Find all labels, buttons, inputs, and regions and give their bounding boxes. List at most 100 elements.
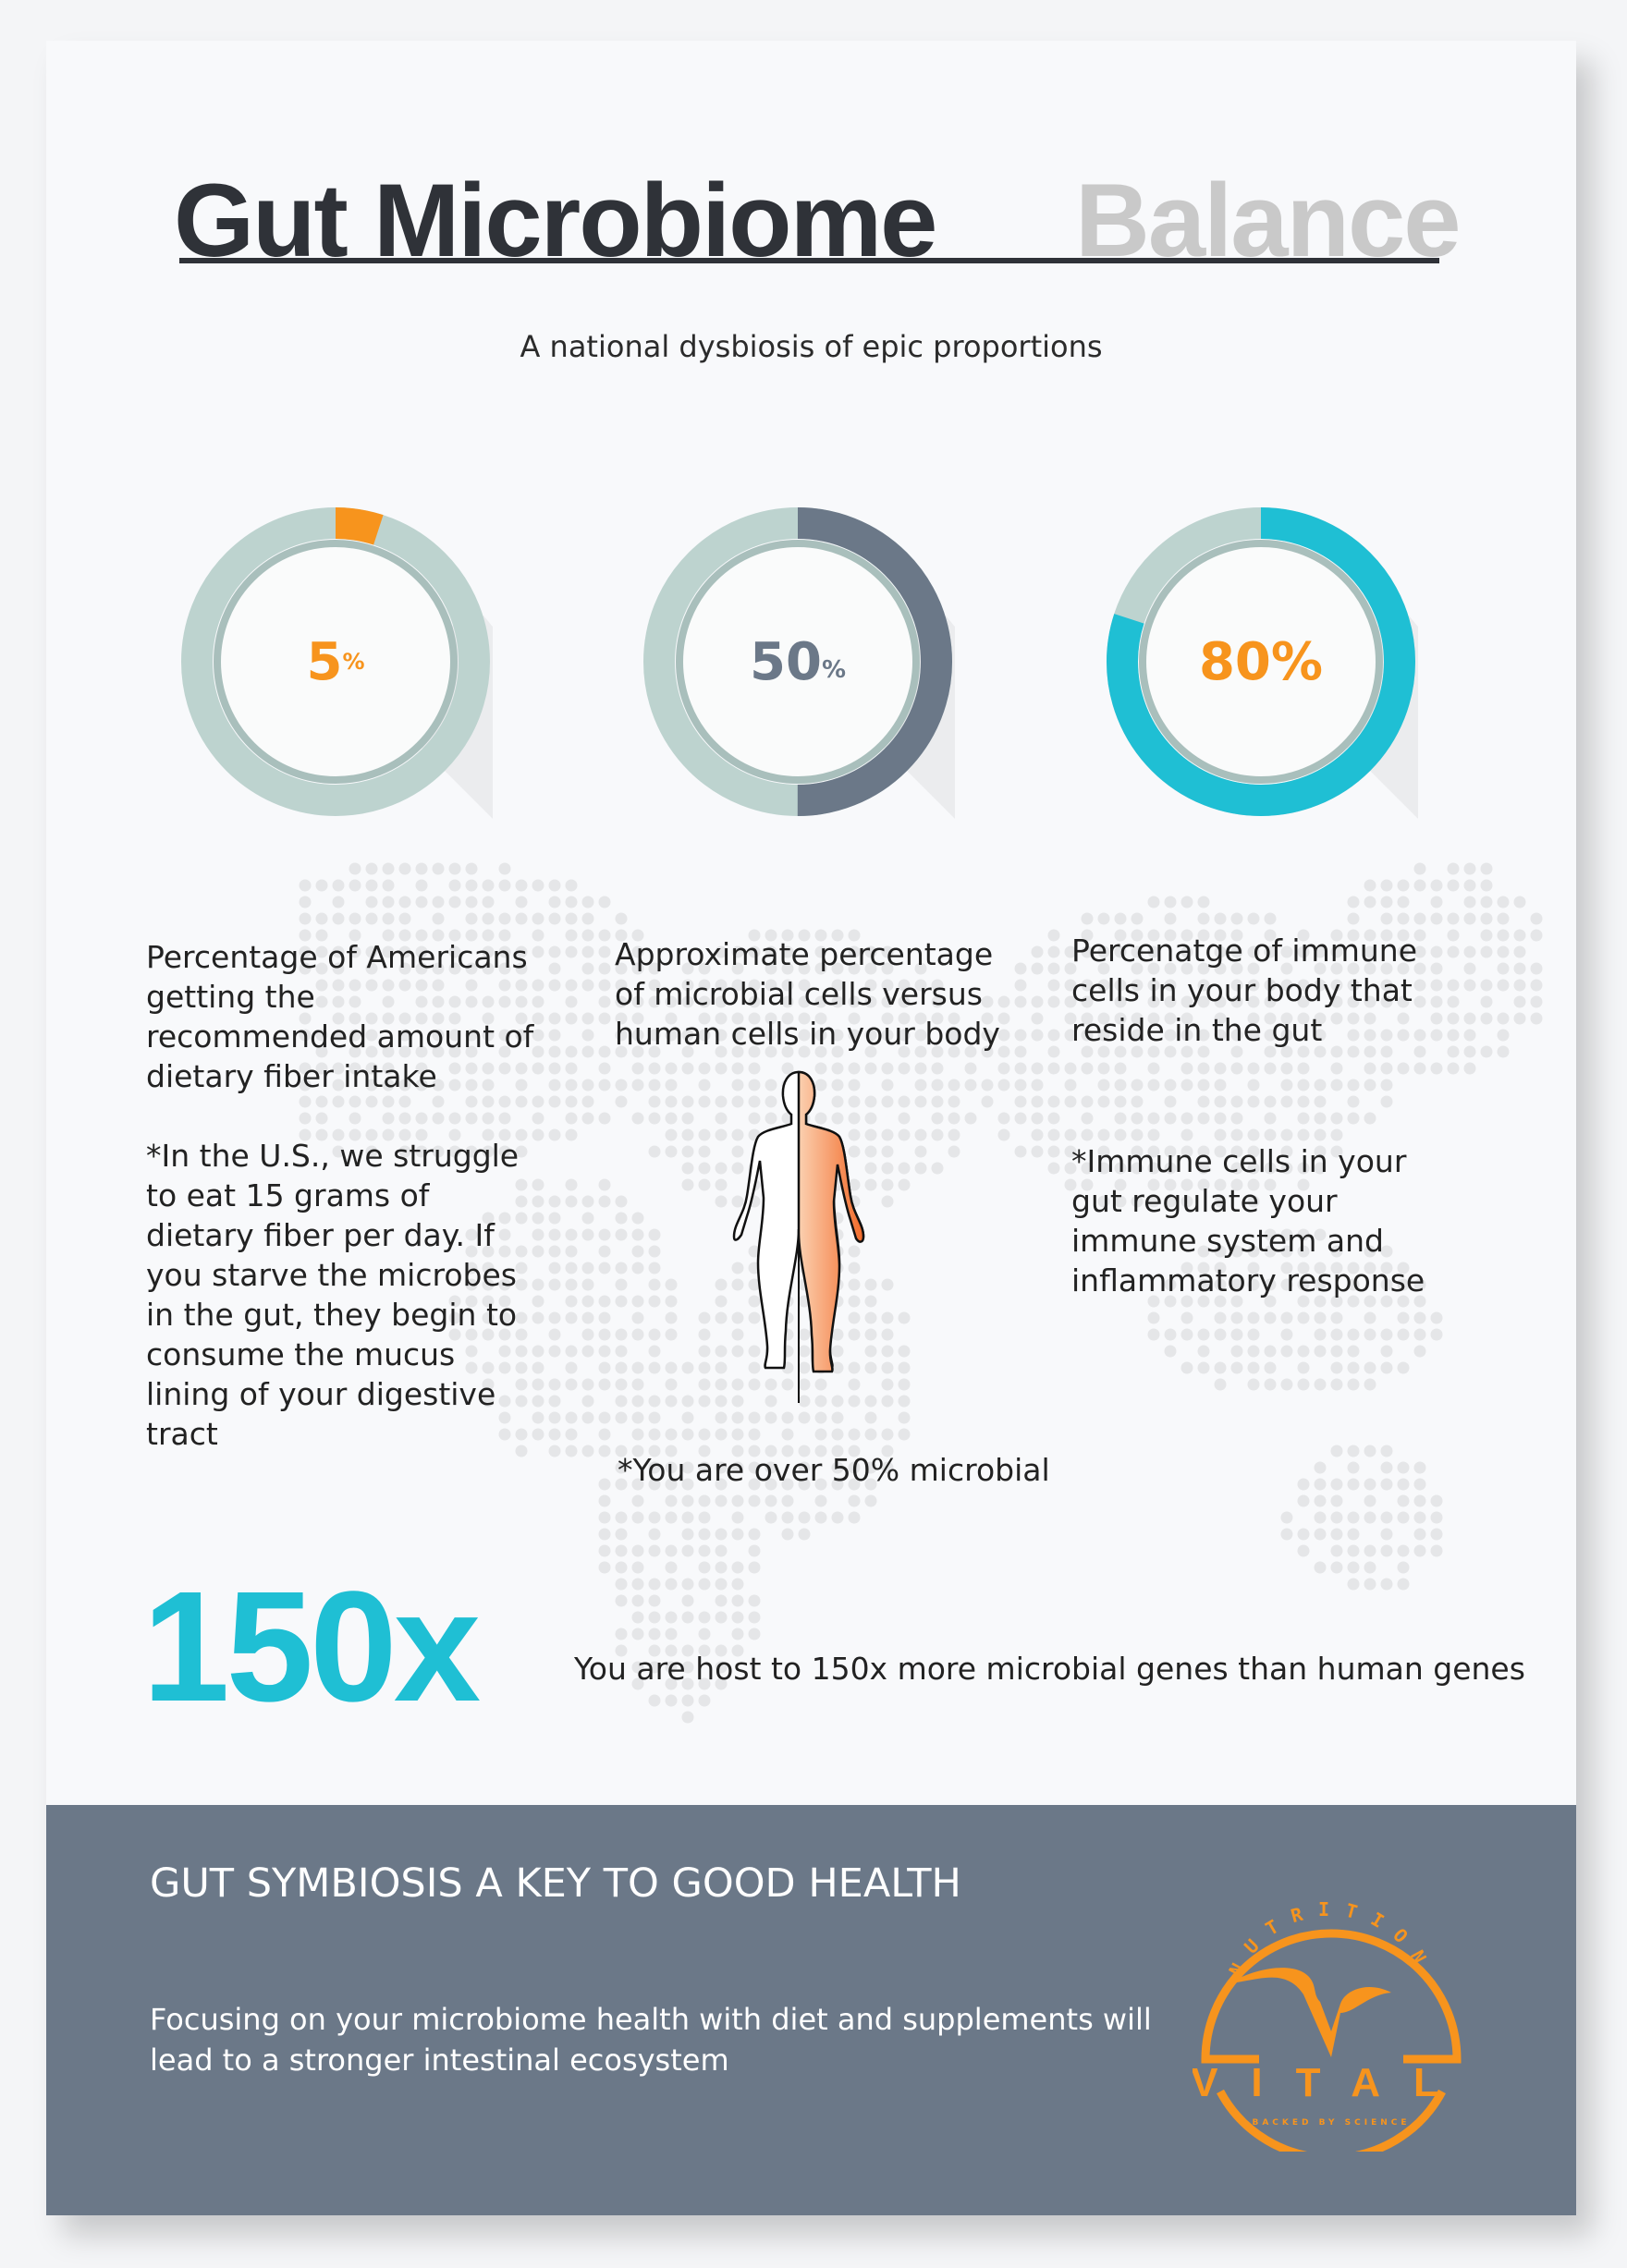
map-dot — [332, 979, 345, 992]
map-dot — [448, 1128, 461, 1141]
map-dot — [1380, 1345, 1393, 1358]
map-dot — [848, 1012, 861, 1025]
map-dot — [1314, 1461, 1327, 1474]
map-dot — [665, 1544, 678, 1557]
map-dot — [1064, 962, 1077, 975]
map-dot — [415, 929, 428, 942]
map-dot — [931, 1079, 944, 1091]
map-dot — [731, 1378, 744, 1391]
map-dot — [532, 1295, 544, 1308]
map-dot — [498, 1029, 511, 1042]
map-dot — [548, 1245, 561, 1258]
map-dot — [515, 995, 528, 1008]
map-dot — [648, 979, 661, 992]
map-dot — [881, 1378, 894, 1391]
map-dot — [748, 1494, 761, 1507]
map-dot — [997, 1012, 1010, 1025]
map-dot — [615, 1411, 628, 1424]
map-dot — [1430, 1528, 1443, 1541]
map-dot — [382, 995, 395, 1008]
map-dot — [581, 1095, 594, 1108]
map-dot — [548, 1012, 561, 1025]
map-dot — [1114, 995, 1127, 1008]
map-dot — [581, 1029, 594, 1042]
map-dot — [1430, 1511, 1443, 1524]
map-dot — [748, 1095, 761, 1108]
map-dot — [1147, 1178, 1160, 1191]
map-dot — [715, 1478, 728, 1491]
map-dot — [1347, 1079, 1360, 1091]
map-dot — [648, 1611, 661, 1624]
map-dot — [1330, 1245, 1343, 1258]
map-dot — [948, 1145, 960, 1158]
map-dot — [1480, 862, 1493, 875]
map-dot — [498, 1045, 511, 1058]
map-dot — [1147, 1145, 1160, 1158]
map-dot — [748, 1411, 761, 1424]
map-dot — [299, 1062, 312, 1075]
map-dot — [448, 1295, 461, 1308]
map-dot — [382, 862, 395, 875]
map-dot — [715, 1544, 728, 1557]
map-dot — [532, 1245, 544, 1258]
map-dot — [1397, 1361, 1410, 1374]
map-dot — [532, 1278, 544, 1291]
map-dot — [1397, 912, 1410, 925]
map-dot — [648, 1544, 661, 1557]
map-dot — [1347, 1544, 1360, 1557]
map-dot — [1047, 1095, 1060, 1108]
map-dot — [1430, 979, 1443, 992]
svg-text:NUTRITION: NUTRITION — [1225, 1898, 1438, 1980]
map-dot — [1364, 1245, 1376, 1258]
logo-tagline: BACKED BY SCIENCE — [1252, 2118, 1410, 2128]
map-dot — [315, 979, 328, 992]
title-divider — [179, 258, 1439, 263]
map-dot — [498, 1095, 511, 1108]
map-dot — [665, 1494, 678, 1507]
map-dot — [1264, 912, 1277, 925]
map-dot — [1264, 1029, 1277, 1042]
map-dot — [482, 1029, 495, 1042]
map-dot — [715, 1062, 728, 1075]
map-dot — [665, 1095, 678, 1108]
map-dot — [1247, 945, 1260, 958]
map-dot — [648, 1228, 661, 1241]
map-dot — [1413, 1461, 1426, 1474]
map-dot — [1081, 1112, 1094, 1125]
ring-progress — [181, 507, 490, 816]
map-dot — [1530, 962, 1543, 975]
map-dot — [715, 1045, 728, 1058]
map-dot — [415, 1128, 428, 1141]
map-dot — [432, 912, 445, 925]
map-dot — [1180, 1029, 1193, 1042]
map-dot — [332, 896, 345, 908]
map-dot — [482, 1278, 495, 1291]
map-dot — [681, 1694, 694, 1707]
map-dot — [1114, 1195, 1127, 1208]
map-dot — [1147, 979, 1160, 992]
map-dot — [948, 1112, 960, 1125]
map-dot — [598, 1195, 611, 1208]
map-dot — [715, 1012, 728, 1025]
map-dot — [1480, 912, 1493, 925]
map-dot — [1180, 1295, 1193, 1308]
map-dot — [898, 1128, 911, 1141]
map-dot — [1264, 1228, 1277, 1241]
map-dot — [1114, 929, 1127, 942]
map-dot — [1364, 945, 1376, 958]
map-dot — [1347, 896, 1360, 908]
map-dot — [1280, 1095, 1293, 1108]
map-dot — [565, 1445, 578, 1457]
map-dot — [848, 1478, 861, 1491]
map-dot — [465, 1095, 478, 1108]
map-dot — [698, 1012, 711, 1025]
map-dot — [715, 1029, 728, 1042]
map-dot — [498, 1112, 511, 1125]
map-dot — [1180, 1112, 1193, 1125]
genes-stat-value: 150x — [142, 1559, 481, 1735]
map-dot — [665, 1561, 678, 1574]
map-dot — [1197, 962, 1210, 975]
map-dot — [631, 1378, 644, 1391]
map-dot — [432, 995, 445, 1008]
genes-stat-text: You are host to 150x more microbial gene… — [574, 1651, 1525, 1687]
